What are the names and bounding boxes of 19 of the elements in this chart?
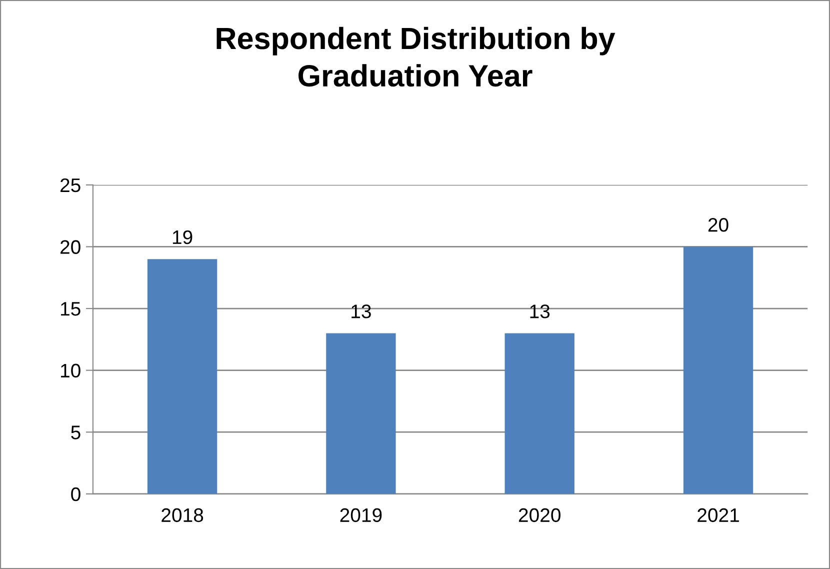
bar xyxy=(683,246,754,494)
data-label: 13 xyxy=(530,304,550,318)
y-tick-label: 15 xyxy=(61,302,80,316)
y-tick-label: 5 xyxy=(71,426,80,440)
y-tick-label: 0 xyxy=(71,487,80,502)
y-tick-label: 20 xyxy=(60,240,80,254)
data-label: 19 xyxy=(172,230,192,244)
y-tick-label: 25 xyxy=(60,178,80,192)
data-label: 13 xyxy=(352,304,371,318)
bar xyxy=(504,333,574,494)
chart-title: Respondent Distribution by Graduation Year xyxy=(216,26,616,87)
data-label: 20 xyxy=(708,218,728,232)
x-tick-label: 2018 xyxy=(162,508,204,522)
y-tick-label: 10 xyxy=(61,364,80,378)
x-tick-label: 2020 xyxy=(518,508,560,522)
x-tick-label: 2019 xyxy=(340,508,382,522)
x-tick-label: 2021 xyxy=(698,508,739,522)
bar xyxy=(326,333,396,494)
bar xyxy=(147,259,218,494)
